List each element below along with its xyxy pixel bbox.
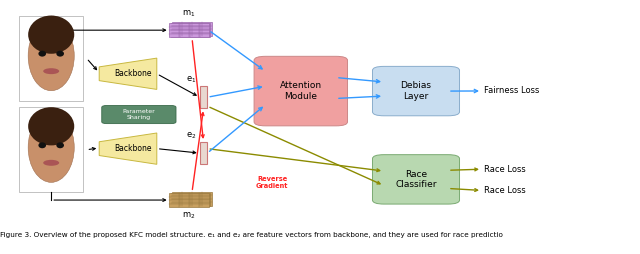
- FancyBboxPatch shape: [170, 193, 210, 207]
- FancyBboxPatch shape: [102, 105, 176, 124]
- Ellipse shape: [38, 142, 46, 148]
- Ellipse shape: [38, 51, 46, 57]
- Text: m$_1$: m$_1$: [182, 9, 195, 20]
- Ellipse shape: [28, 15, 74, 54]
- FancyBboxPatch shape: [172, 22, 212, 36]
- Text: m$_2$: m$_2$: [182, 211, 195, 221]
- Ellipse shape: [56, 51, 64, 57]
- FancyBboxPatch shape: [372, 66, 460, 116]
- Text: Fairness Loss: Fairness Loss: [484, 86, 540, 96]
- FancyBboxPatch shape: [169, 23, 209, 37]
- FancyBboxPatch shape: [19, 107, 83, 192]
- FancyBboxPatch shape: [19, 16, 83, 101]
- Ellipse shape: [44, 160, 60, 166]
- FancyBboxPatch shape: [200, 86, 207, 108]
- Ellipse shape: [28, 107, 74, 145]
- FancyBboxPatch shape: [200, 142, 207, 164]
- Ellipse shape: [44, 68, 60, 74]
- Polygon shape: [99, 58, 157, 89]
- Text: Attention
Module: Attention Module: [280, 81, 322, 101]
- Text: Race
Classifier: Race Classifier: [396, 170, 436, 189]
- Text: Backbone: Backbone: [114, 144, 151, 153]
- Text: Race Loss: Race Loss: [484, 165, 526, 174]
- FancyBboxPatch shape: [254, 56, 348, 126]
- FancyBboxPatch shape: [170, 23, 210, 37]
- Text: Debias
Layer: Debias Layer: [401, 81, 431, 101]
- Text: Figure 3. Overview of the proposed KFC model structure. e₁ and e₂ are feature ve: Figure 3. Overview of the proposed KFC m…: [0, 232, 503, 239]
- Text: Parameter
Sharing: Parameter Sharing: [122, 109, 156, 120]
- Polygon shape: [99, 133, 157, 164]
- FancyBboxPatch shape: [172, 192, 212, 206]
- Text: e$_1$: e$_1$: [186, 74, 196, 85]
- Ellipse shape: [28, 21, 74, 91]
- Text: Reverse
Gradient: Reverse Gradient: [256, 176, 288, 189]
- FancyBboxPatch shape: [169, 193, 209, 207]
- Text: Race Loss: Race Loss: [484, 186, 526, 195]
- Ellipse shape: [56, 142, 64, 148]
- Ellipse shape: [28, 113, 74, 182]
- Text: Backbone: Backbone: [114, 69, 151, 78]
- Text: e$_2$: e$_2$: [186, 130, 196, 141]
- FancyBboxPatch shape: [372, 155, 460, 204]
